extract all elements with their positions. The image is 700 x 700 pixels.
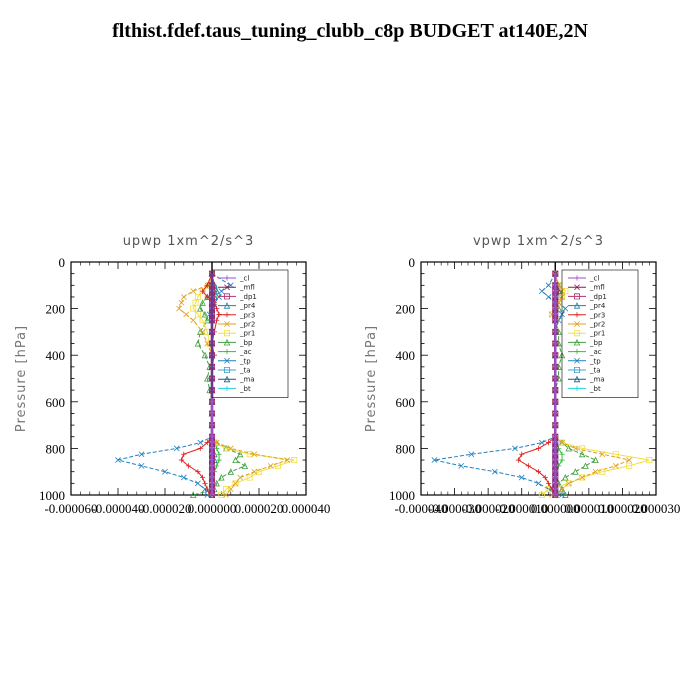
x-tick-label: -0.000030 [428,501,481,516]
legend-label: _pr3 [589,311,605,319]
x-tick-label: -0.000060 [44,501,97,516]
y-tick-label: 0 [409,255,416,270]
panel-title: vpwp 1xm^2/s^3 [473,234,604,249]
legend-marker [574,284,580,291]
legend-marker [224,349,230,355]
legend-marker [224,357,230,364]
legend-label: _cl [239,275,249,283]
legend-label: _cl [589,275,599,283]
legend-marker [224,367,230,373]
y-tick-label: 0 [59,255,66,270]
legend-label: _pr4 [239,302,256,310]
legend-label: _ac [239,348,252,356]
legend-marker [574,312,580,318]
legend-marker [223,302,231,309]
series-line-tp [434,273,567,496]
x-tick-label: 0.000020 [598,501,647,516]
legend-marker [573,338,581,346]
y-tick-label: 200 [396,302,416,317]
y-axis-label: Pressure [hPa] [364,325,379,432]
legend-marker [574,293,580,300]
legend-marker [574,321,580,327]
legend-marker [224,312,230,318]
x-tick-label: -0.000040 [394,501,447,516]
legend-label: _pr4 [589,302,606,310]
legend-label: _ta [589,367,601,375]
legend-label: _dp1 [239,293,257,301]
legend-marker [574,330,580,337]
plot-frame [420,261,657,496]
legend-marker [224,275,230,281]
legend-label: _bt [589,385,601,393]
legend-label: _mfl [239,284,255,292]
x-tick-label: 0.000010 [564,501,613,516]
legend-label: _bp [239,339,253,347]
legend-label: _tp [239,357,251,365]
legend-marker [224,385,230,391]
legend-marker [574,357,580,364]
legend-label: _pr1 [589,330,605,338]
legend-marker [224,284,230,291]
x-tick-label: -0.000040 [91,501,144,516]
legend-label: _mfl [589,284,605,292]
legend-marker [224,321,230,327]
legend-marker [223,375,231,383]
legend-label: _pr2 [239,321,255,329]
series-markers-cl [552,271,558,498]
legend-label: _ac [589,348,602,356]
y-tick-label: 1000 [389,488,415,503]
x-tick-label: -0.000020 [462,501,515,516]
y-axis-label: Pressure [hPa] [14,325,29,432]
x-tick-label: 0.000040 [282,501,331,516]
x-tick-label: 0.000000 [531,501,580,516]
legend-marker [224,293,230,300]
legend-marker [574,367,580,373]
y-tick-label: 400 [396,348,416,363]
legend-label: _pr1 [239,330,255,338]
y-tick-label: 600 [46,395,66,410]
legend-box [211,269,289,398]
legend-marker [573,302,581,309]
figure-title: flthist.fdef.taus_tuning_clubb_c8p BUDGE… [112,20,588,42]
legend-marker [224,330,230,337]
panel-title: upwp 1xm^2/s^3 [123,234,255,249]
series-markers-dp1 [552,270,559,498]
legend-label: _bp [589,339,603,347]
legend-marker [574,385,580,391]
x-tick-label: 0.000000 [188,501,237,516]
x-tick-label: 0.000030 [632,501,681,516]
y-tick-label: 800 [396,441,416,456]
y-tick-label: 600 [396,395,416,410]
legend-marker [573,375,581,383]
legend-label: _ta [239,367,251,375]
legend-label: _dp1 [589,293,607,301]
legend-label: _pr3 [239,311,255,319]
legend-marker [574,349,580,355]
legend-label: _ma [239,376,255,384]
x-tick-label: 0.000020 [235,501,284,516]
y-tick-label: 200 [46,302,66,317]
legend-box [561,269,639,398]
y-tick-label: 400 [46,348,66,363]
legend-label: _bt [239,385,251,393]
y-tick-label: 1000 [39,488,65,503]
legend-marker [223,338,231,346]
legend-label: _ma [589,376,605,384]
x-tick-label: -0.000020 [138,501,191,516]
y-tick-label: 800 [46,441,66,456]
legend-marker [574,275,580,281]
x-tick-label: -0.000010 [495,501,548,516]
legend-label: _tp [589,357,601,365]
legend-label: _pr2 [589,321,605,329]
